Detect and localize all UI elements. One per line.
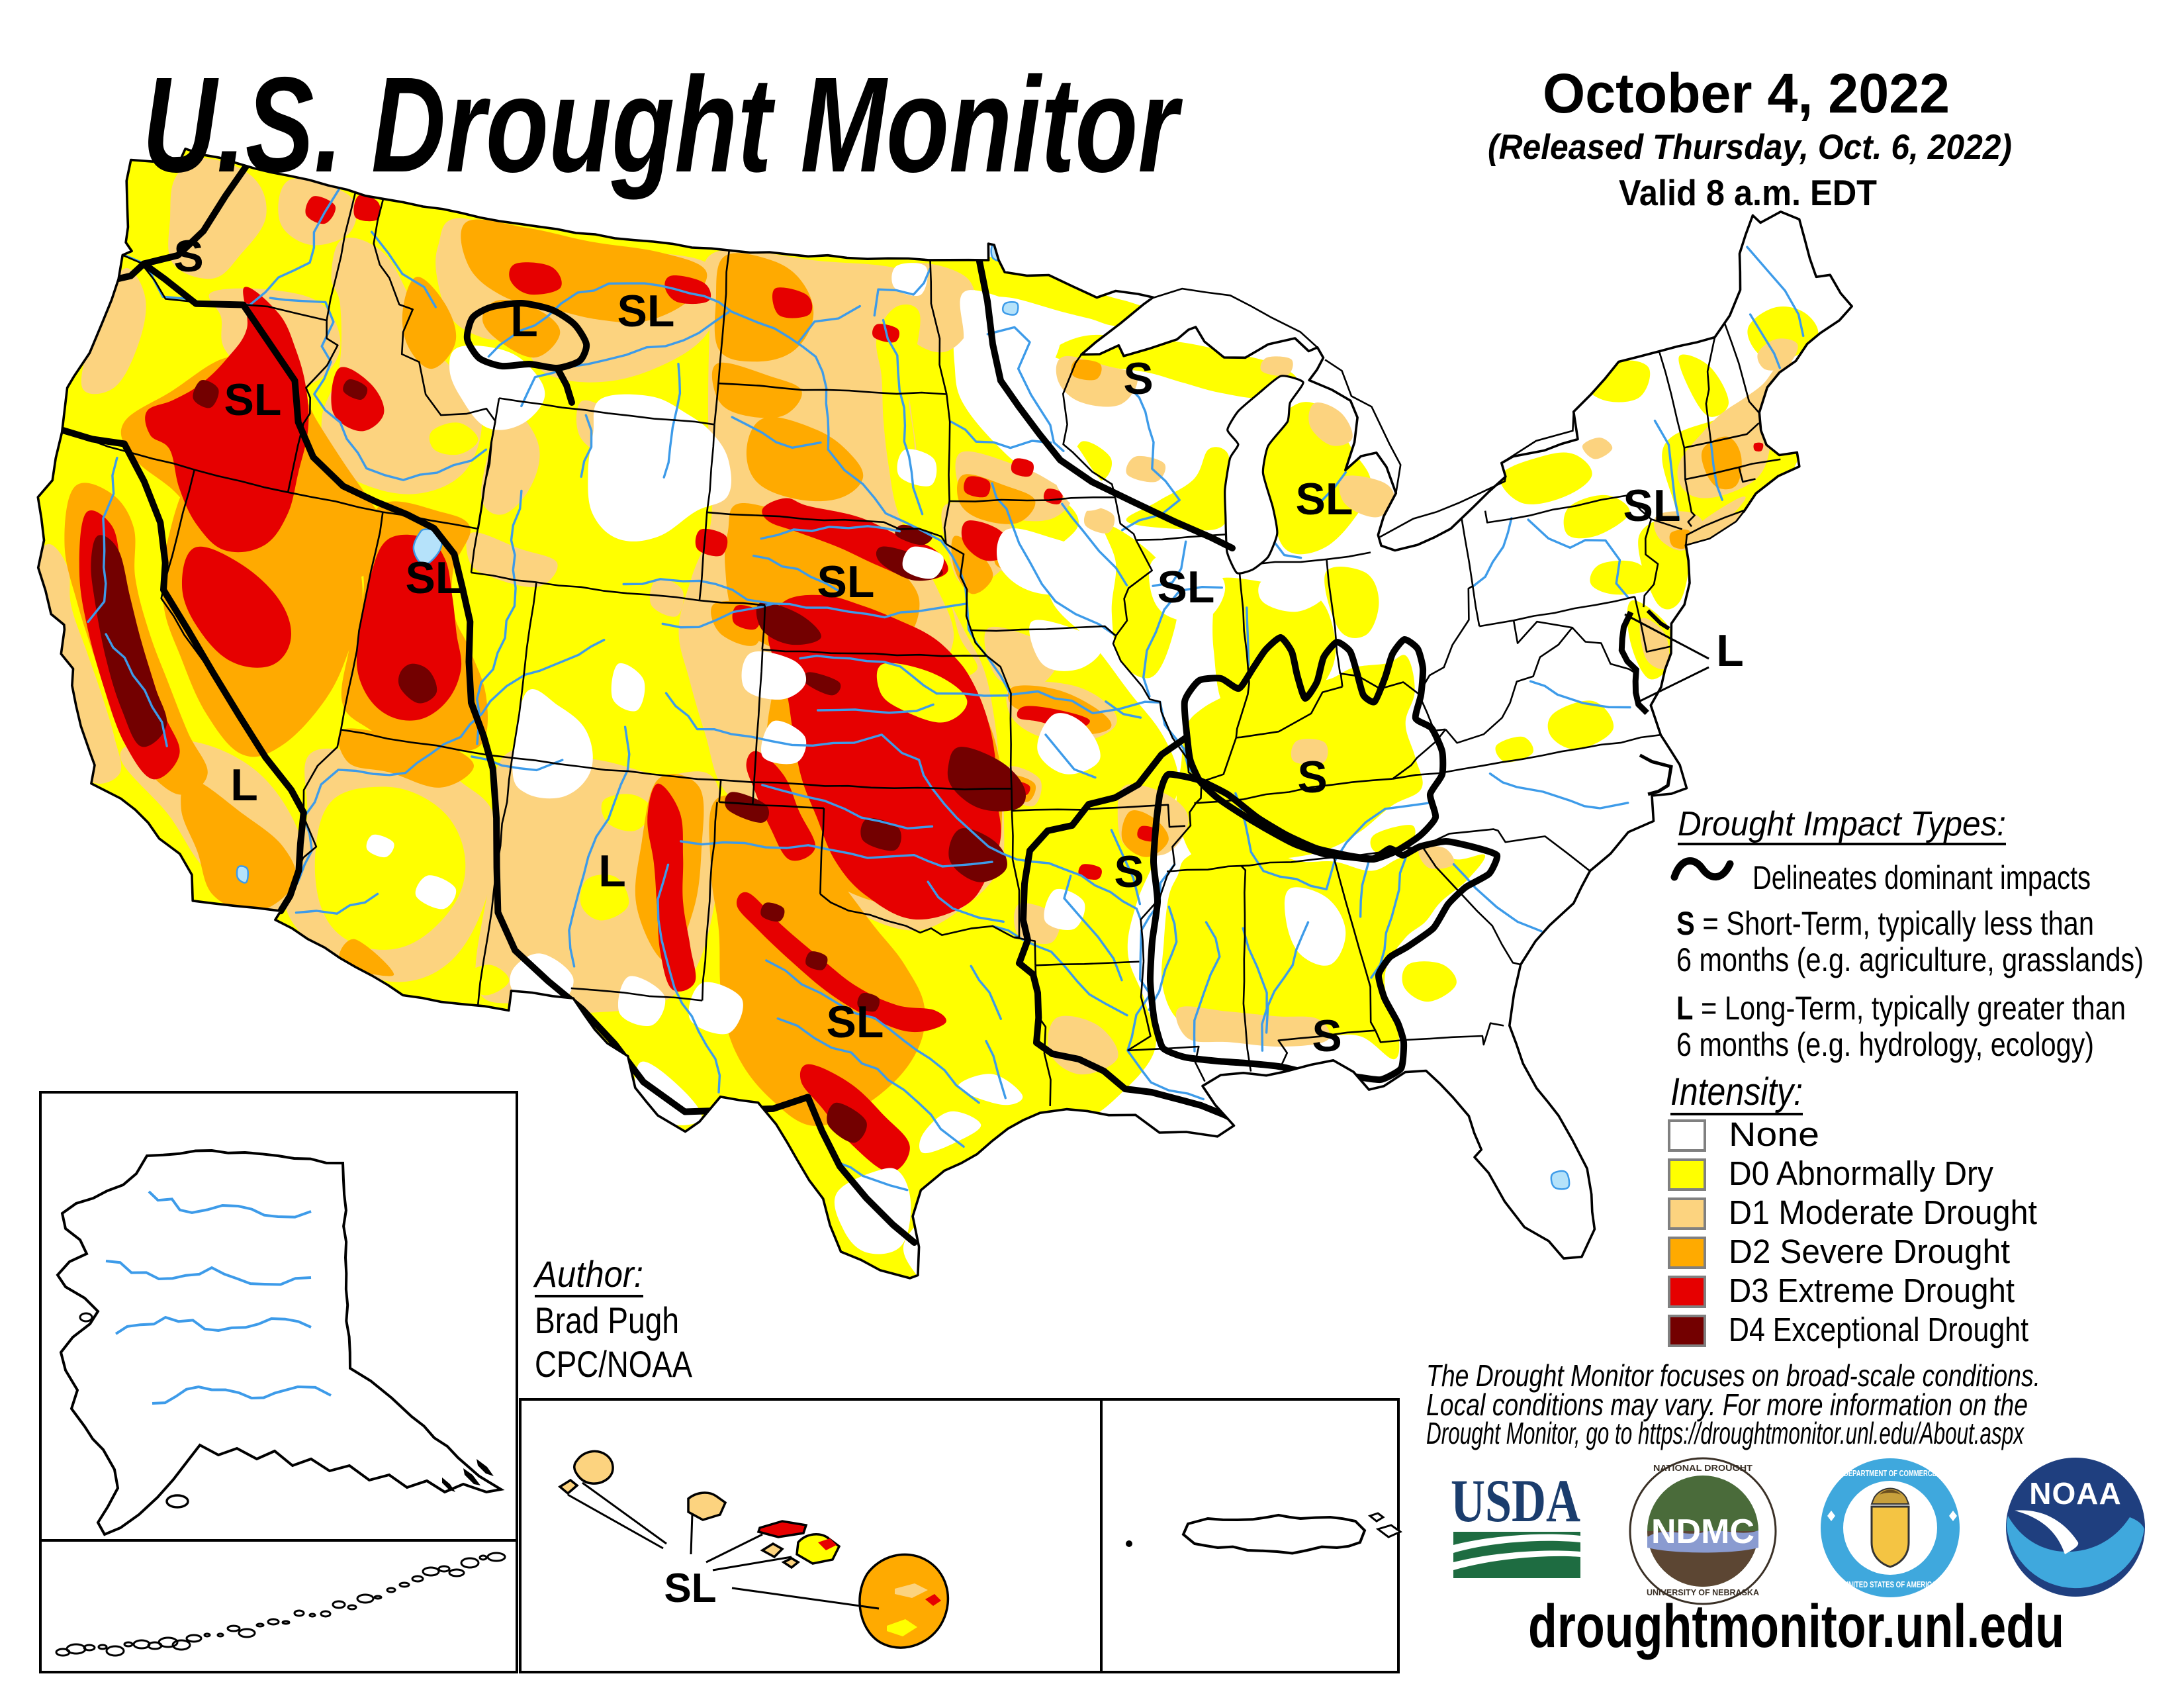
svg-text:USDA: USDA	[1451, 1467, 1580, 1534]
svg-text:NDMC: NDMC	[1651, 1513, 1754, 1551]
svg-text:Brad Pugh: Brad Pugh	[535, 1299, 679, 1341]
svg-text:6 months (e.g. agriculture, gr: 6 months (e.g. agriculture, grasslands)	[1676, 941, 2144, 978]
svg-text:L: L	[1716, 626, 1744, 676]
svg-text:Drought Impact Types:: Drought Impact Types:	[1678, 805, 2006, 843]
svg-text:SL: SL	[224, 375, 282, 425]
svg-text:Local conditions may vary. For: Local conditions may vary. For more info…	[1426, 1387, 2028, 1422]
svg-text:October 4, 2022: October 4, 2022	[1543, 62, 1950, 124]
svg-text:D2 Severe Drought: D2 Severe Drought	[1729, 1233, 2010, 1270]
svg-text:L: L	[230, 760, 258, 810]
svg-text:Drought Monitor, go to https:/: Drought Monitor, go to https://droughtmo…	[1426, 1416, 2025, 1450]
svg-text:SL: SL	[1623, 481, 1681, 531]
svg-text:D1 Moderate Drought: D1 Moderate Drought	[1729, 1194, 2037, 1231]
svg-text:SL: SL	[1158, 562, 1215, 612]
svg-text:L: L	[510, 296, 538, 346]
svg-text:(Released Thursday, Oct. 6, 20: (Released Thursday, Oct. 6, 2022)	[1488, 128, 2012, 167]
svg-text:SL: SL	[406, 553, 463, 603]
svg-text:NOAA: NOAA	[2029, 1476, 2121, 1511]
svg-text:S: S	[1312, 1011, 1342, 1061]
svg-text:Valid 8 a.m. EDT: Valid 8 a.m. EDT	[1619, 172, 1877, 213]
svg-text:L = Long-Term, typically great: L = Long-Term, typically greater than	[1676, 990, 2126, 1027]
svg-text:SL: SL	[827, 997, 884, 1047]
svg-text:The Drought Monitor focuses on: The Drought Monitor focuses on broad-sca…	[1426, 1358, 2040, 1393]
svg-text:UNIVERSITY OF NEBRASKA: UNIVERSITY OF NEBRASKA	[1647, 1587, 1760, 1597]
svg-text:S: S	[173, 231, 203, 281]
svg-text:SL: SL	[664, 1566, 716, 1611]
svg-text:Author:: Author:	[533, 1253, 643, 1295]
svg-text:DEPARTMENT OF COMMERCE: DEPARTMENT OF COMMERCE	[1844, 1468, 1936, 1478]
svg-text:NATIONAL DROUGHT: NATIONAL DROUGHT	[1653, 1463, 1752, 1473]
svg-text:D0 Abnormally Dry: D0 Abnormally Dry	[1729, 1154, 1993, 1192]
svg-text:S: S	[1123, 353, 1153, 404]
svg-text:SL: SL	[1296, 474, 1353, 524]
svg-text:S = Short-Term, typically less: S = Short-Term, typically less than	[1676, 905, 2094, 942]
svg-text:U.S. Drought Monitor: U.S. Drought Monitor	[142, 49, 1183, 201]
svg-text:UNITED STATES OF AMERICA: UNITED STATES OF AMERICA	[1844, 1579, 1936, 1589]
svg-text:droughtmonitor.unl.edu: droughtmonitor.unl.edu	[1528, 1593, 2064, 1660]
svg-text:D4 Exceptional Drought: D4 Exceptional Drought	[1729, 1311, 2028, 1348]
svg-text:L: L	[598, 846, 626, 896]
svg-text:SL: SL	[817, 557, 875, 607]
svg-text:Intensity:: Intensity:	[1670, 1070, 1803, 1113]
svg-text:CPC/NOAA: CPC/NOAA	[535, 1343, 693, 1385]
svg-text:None: None	[1729, 1115, 1819, 1153]
svg-text:D3 Extreme Drought: D3 Extreme Drought	[1729, 1272, 2015, 1309]
svg-text:SL: SL	[617, 286, 675, 336]
svg-text:S: S	[1114, 847, 1144, 897]
svg-text:6 months (e.g. hydrology, ecol: 6 months (e.g. hydrology, ecology)	[1676, 1026, 2094, 1063]
svg-text:S: S	[1297, 752, 1327, 802]
svg-text:Delineates dominant impacts: Delineates dominant impacts	[1752, 859, 2091, 896]
